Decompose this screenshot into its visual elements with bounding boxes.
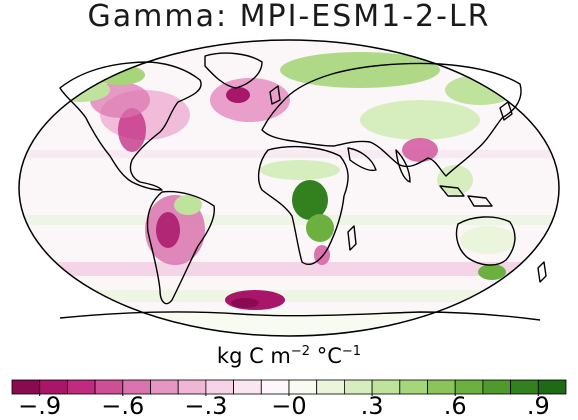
colorbar-swatch	[67, 379, 96, 395]
colorbar-ticks	[39, 394, 539, 396]
units-exponent-1: −2	[290, 344, 311, 359]
colorbar-tick-label: .6	[443, 392, 467, 420]
colorbar-swatch	[150, 379, 179, 395]
colorbar-swatches	[11, 379, 567, 395]
colorbar-tick-label: −.9	[18, 392, 62, 420]
colorbar	[11, 379, 567, 396]
world-map	[18, 39, 560, 337]
colorbar-tick-label: .9	[526, 392, 550, 420]
map-frame	[18, 39, 560, 337]
units-exponent-2: −1	[341, 344, 362, 359]
colorbar-tick-label: −.3	[184, 392, 228, 420]
colorbar-swatch	[399, 379, 428, 395]
colorbar-tick-label: −.6	[101, 392, 145, 420]
map-title: Gamma: MPI-ESM1-2-LR	[87, 0, 491, 34]
colorbar-tick-label: .3	[360, 392, 384, 420]
colorbar-tick-label: −0	[271, 392, 307, 420]
colorbar-swatch	[316, 379, 345, 395]
units-main: kg C m	[216, 344, 291, 368]
colorbar-swatch	[482, 379, 511, 395]
units-mid: °C	[310, 344, 342, 368]
colorbar-units: kg C m−2 °C−1	[0, 344, 578, 368]
colorbar-swatch	[233, 379, 262, 395]
colorbar-swatch	[537, 379, 567, 395]
